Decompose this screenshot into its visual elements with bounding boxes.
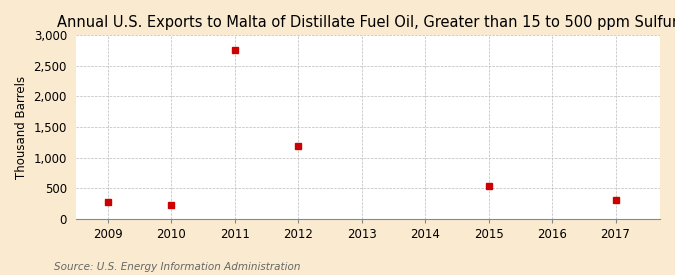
Text: Source: U.S. Energy Information Administration: Source: U.S. Energy Information Administ… xyxy=(54,262,300,272)
Title: Annual U.S. Exports to Malta of Distillate Fuel Oil, Greater than 15 to 500 ppm : Annual U.S. Exports to Malta of Distilla… xyxy=(57,15,675,30)
Y-axis label: Thousand Barrels: Thousand Barrels xyxy=(15,75,28,178)
